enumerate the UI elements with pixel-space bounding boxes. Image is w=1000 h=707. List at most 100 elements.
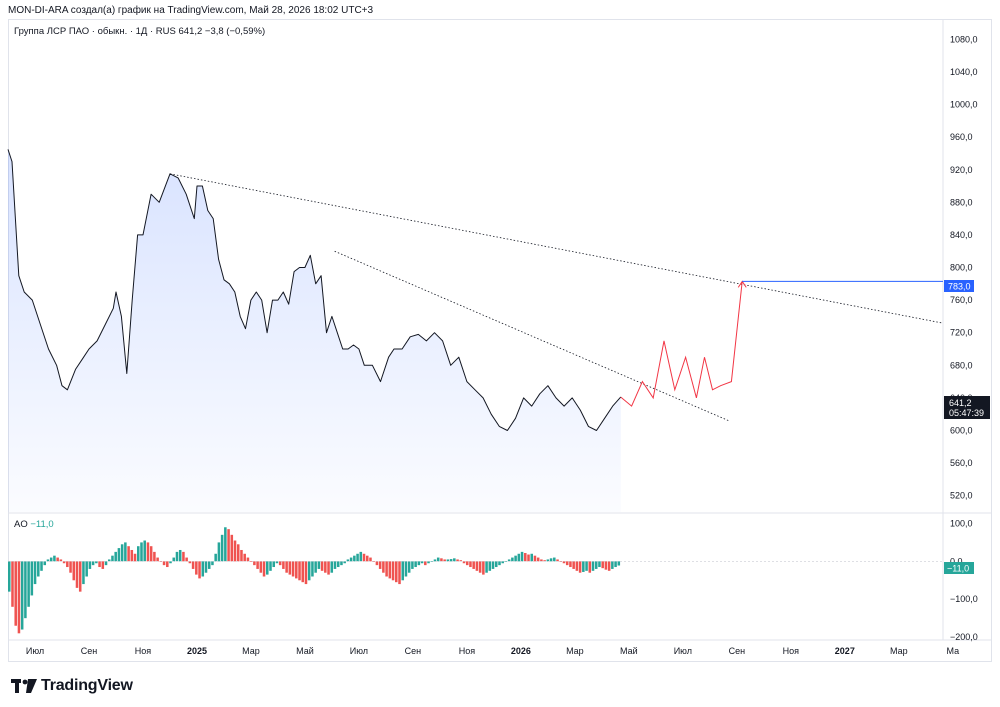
- target-price-text: 783,0: [948, 282, 971, 292]
- ao-bar: [127, 546, 130, 562]
- ao-bar: [149, 546, 153, 562]
- ao-bar: [582, 561, 585, 572]
- trendline-1[interactable]: [169, 173, 943, 324]
- ao-bar: [527, 554, 530, 562]
- ao-bar: [375, 561, 379, 566]
- price-line[interactable]: [7, 149, 622, 431]
- ao-bar: [420, 561, 424, 564]
- ao-legend[interactable]: AO −11,0: [14, 519, 54, 530]
- ao-bar: [285, 561, 288, 573]
- time-axis-tick: Июл: [674, 646, 692, 656]
- time-axis-tick: Ма: [946, 646, 959, 656]
- ao-bar: [494, 561, 498, 568]
- ao-bar: [275, 561, 279, 564]
- ao-bar: [198, 561, 201, 579]
- time-axis-tick: Мар: [566, 646, 584, 656]
- ao-bar: [253, 561, 256, 566]
- ao-bar: [120, 544, 124, 562]
- ao-bar: [72, 561, 76, 581]
- ao-bar: [298, 561, 301, 581]
- ao-bar: [456, 559, 459, 562]
- ao-bar: [388, 561, 392, 579]
- ao-bar: [124, 542, 127, 562]
- ao-bar: [66, 561, 69, 568]
- ao-bar: [559, 561, 563, 562]
- last-price-badge: [944, 396, 990, 419]
- ao-bar: [117, 548, 121, 562]
- ao-bar: [353, 555, 356, 562]
- ao-bar: [217, 542, 221, 562]
- ao-bar: [95, 561, 98, 564]
- ao-bar: [491, 561, 495, 569]
- ao-legend-label: AO: [14, 519, 28, 530]
- ao-bar: [159, 561, 163, 562]
- ao-bar: [501, 561, 504, 564]
- ao-bar: [443, 559, 446, 562]
- ao-bar: [469, 561, 472, 568]
- ao-bar: [530, 553, 533, 562]
- ao-bar: [578, 561, 582, 573]
- ao-axis-tick: 0,0: [950, 556, 963, 566]
- logo-text: TradingView: [41, 677, 133, 694]
- ao-bar: [133, 553, 137, 562]
- price-axis-tick: 1000,0: [950, 100, 978, 110]
- ao-bar: [62, 561, 66, 564]
- ao-bar: [324, 561, 327, 573]
- ao-bar: [153, 551, 156, 562]
- symbol-legend[interactable]: Группа ЛСР ПАО · обыкн. · 1Д · RUS 641,2…: [14, 26, 266, 37]
- ao-bar: [533, 555, 537, 562]
- time-axis-tick: Май: [620, 646, 638, 656]
- trendline-2[interactable]: [334, 250, 729, 422]
- ao-bar: [262, 561, 266, 577]
- ao-bar: [462, 561, 466, 564]
- ao-bar: [17, 561, 21, 634]
- ao-bar: [140, 542, 143, 562]
- time-axis-tick: Мар: [890, 646, 908, 656]
- ao-bar: [359, 551, 363, 562]
- ao-bar: [301, 561, 305, 583]
- projection-path[interactable]: [620, 281, 743, 407]
- ao-bar: [56, 557, 59, 562]
- price-axis-tick: 920,0: [950, 165, 973, 175]
- ao-bar: [82, 561, 85, 585]
- ao-bar: [317, 561, 321, 569]
- time-axis-tick: 2026: [511, 646, 531, 656]
- price-axis-tick: 1080,0: [950, 34, 978, 44]
- ao-bar: [243, 553, 246, 562]
- tradingview-logo[interactable]: TradingView: [11, 676, 133, 696]
- ao-bar: [49, 557, 53, 562]
- ao-bar: [211, 561, 214, 566]
- ao-bar: [156, 557, 159, 562]
- ao-bar: [417, 561, 421, 566]
- ao-bar: [465, 561, 469, 566]
- ao-bar: [46, 559, 50, 562]
- ao-bar: [459, 560, 463, 562]
- time-axis-tick: Ноя: [783, 646, 800, 656]
- ao-bar: [446, 559, 450, 562]
- ao-bar: [214, 553, 217, 562]
- ao-bar: [30, 561, 34, 596]
- last-price-text: 641,2: [949, 398, 972, 408]
- ao-bar: [511, 557, 514, 562]
- ao-bar: [601, 561, 604, 569]
- price-axis-tick: 720,0: [950, 328, 973, 338]
- ao-bar: [166, 561, 169, 568]
- ao-bar: [33, 561, 37, 585]
- ao-bar: [498, 561, 501, 566]
- ao-bar: [404, 561, 408, 577]
- ao-bar: [172, 557, 176, 562]
- ao-bar: [256, 561, 259, 569]
- ao-bar: [291, 561, 295, 577]
- ao-bar: [88, 561, 92, 569]
- ao-bar: [401, 561, 404, 581]
- ao-bar: [562, 561, 566, 564]
- ao-bar: [440, 558, 443, 562]
- ao-bar: [369, 557, 372, 562]
- ao-bar: [269, 561, 272, 571]
- ao-bar: [182, 551, 185, 562]
- ao-bar: [24, 561, 27, 619]
- ao-bar: [378, 561, 382, 569]
- ao-bar: [295, 561, 298, 579]
- ao-bar: [591, 561, 595, 571]
